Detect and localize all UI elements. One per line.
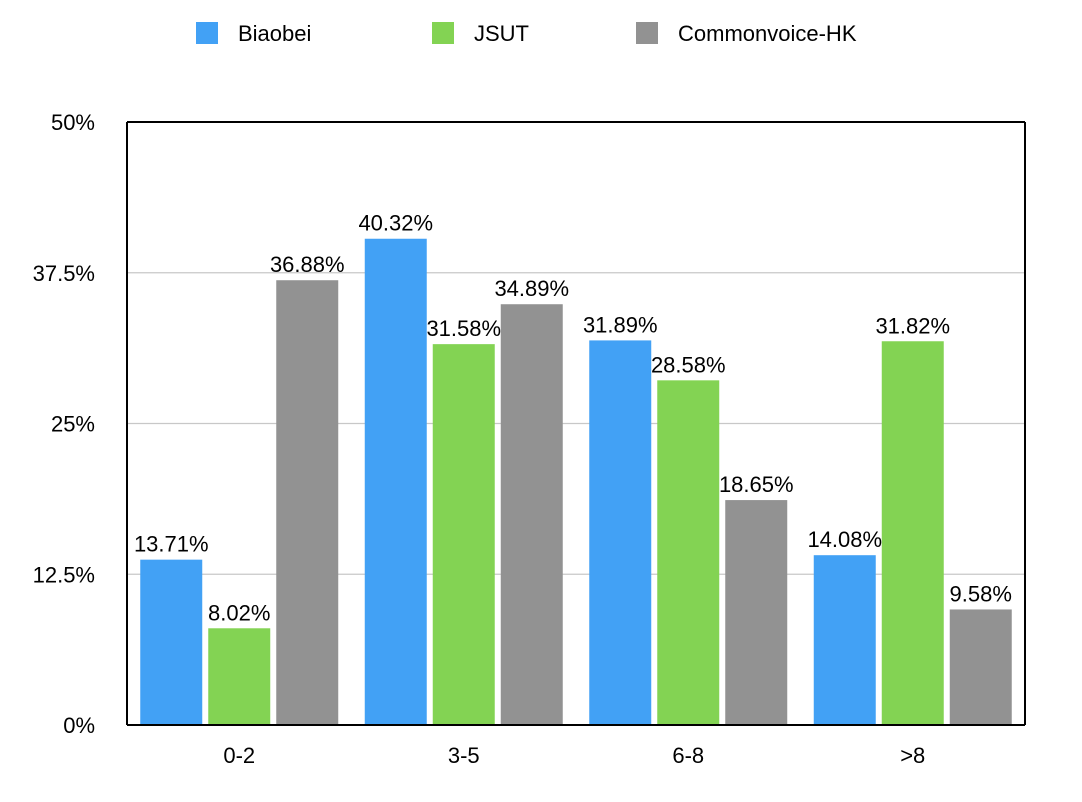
data-label: 31.89% [583,312,658,337]
bar-biaobei-4 [813,555,876,725]
legend-swatch [636,22,658,44]
bar-commonvoice-hk-3 [725,500,788,725]
y-tick-label: 12.5% [33,562,95,587]
data-label: 34.89% [494,276,569,301]
bars [140,238,1012,726]
data-label: 14.08% [807,527,882,552]
axes: 0% 12.5% 25% 37.5% 50% 0-2 3-5 6-8 >8 [33,110,1026,768]
y-tick-label: 50% [51,110,95,135]
data-label: 36.88% [270,252,345,277]
y-tick-label: 0% [63,713,95,738]
y-tick-label: 37.5% [33,261,95,286]
bar-jsut-1 [208,628,271,725]
bar-commonvoice-hk-4 [949,609,1012,725]
bar-jsut-2 [432,344,495,725]
legend-item-biaobei: Biaobei [196,21,311,46]
legend-label: JSUT [474,21,529,46]
data-labels: 13.71% 8.02% 36.88% 40.32% 31.58% 34.89% 31.89… [134,211,1012,626]
legend-label: Biaobei [238,21,311,46]
x-tick-label: >8 [900,743,925,768]
data-label: 8.02% [208,600,270,625]
legend-swatch [432,22,454,44]
bar-biaobei-2 [364,238,427,726]
x-tick-label: 0-2 [223,743,255,768]
bar-commonvoice-hk-2 [500,304,563,725]
bar-jsut-4 [881,341,944,725]
data-label: 9.58% [950,581,1012,606]
data-label: 40.32% [358,211,433,236]
data-label: 13.71% [134,532,209,557]
data-label: 18.65% [719,472,794,497]
legend-item-commonvoice-hk: Commonvoice-HK [636,21,857,46]
data-label: 31.58% [426,316,501,341]
data-label: 31.82% [875,313,950,338]
legend-item-jsut: JSUT [432,21,529,46]
bar-commonvoice-hk-1 [276,280,339,725]
legend-label: Commonvoice-HK [678,21,857,46]
bar-biaobei-3 [589,340,652,725]
x-tick-label: 6-8 [672,743,704,768]
x-tick-label: 3-5 [448,743,480,768]
legend-swatch [196,22,218,44]
data-label: 28.58% [651,352,726,377]
bar-jsut-3 [657,380,720,725]
y-tick-label: 25% [51,412,95,437]
bar-biaobei-1 [140,559,203,725]
legend: Biaobei JSUT Commonvoice-HK [196,21,857,46]
